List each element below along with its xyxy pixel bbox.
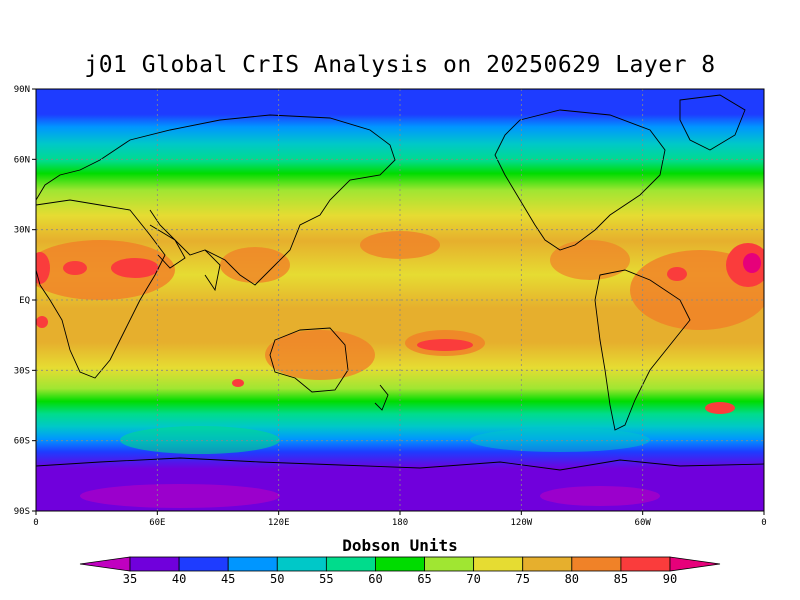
colorbar-swatch [620,556,671,572]
map-title: j01 Global CrIS Analysis on 20250629 Lay… [84,52,716,78]
x-tick-label: 0 [33,518,38,528]
colorbar-level-label: 75 [516,572,530,586]
colorbar-swatch [522,556,573,572]
y-tick-label: 90N [14,85,30,95]
colorbar-level-label: 35 [123,572,137,586]
x-tick-label: 120W [510,518,532,528]
map-grid [36,89,764,511]
x-tick-label: 0 [761,518,766,528]
colorbar-level-label: 55 [319,572,333,586]
colorbar-level-label: 50 [270,572,284,586]
colorbar-level-label: 65 [417,572,431,586]
x-tick-label: 60E [149,518,165,528]
colorbar-level-label: 70 [466,572,480,586]
colorbar-swatch [227,556,278,572]
colorbar: 35 40 45 50 55 60 65 70 75 80 85 90 [79,556,721,586]
x-tick-label: 120E [268,518,290,528]
colorbar-label: Dobson Units [342,536,458,555]
colorbar-swatch [669,556,721,572]
y-axis: 90N 60N 30N EQ 30S 60S 90S [14,85,36,517]
colorbar-swatch [79,556,131,572]
colorbar-level-label: 45 [221,572,235,586]
colorbar-swatch [129,556,180,572]
colorbar-swatch [424,556,475,572]
coastlines [36,94,764,471]
colorbar-swatch [325,556,376,572]
y-tick-label: EQ [19,296,30,306]
colorbar-level-label: 40 [172,572,186,586]
colorbar-level-label: 80 [565,572,579,586]
y-tick-label: 30N [14,226,30,236]
colorbar-level-label: 90 [663,572,677,586]
colorbar-swatch [276,556,327,572]
x-tick-label: 60W [635,518,652,528]
colorbar-level-label: 60 [368,572,382,586]
colorbar-swatch [375,556,425,572]
y-tick-label: 60N [14,155,30,165]
colorbar-swatch [571,556,622,572]
colorbar-swatch [473,556,524,572]
y-tick-label: 60S [14,437,30,447]
x-axis: 0 60E 120E 180 120W 60W 0 [33,511,767,528]
y-tick-label: 90S [14,507,30,517]
x-tick-label: 180 [392,518,408,528]
y-tick-label: 30S [14,366,30,376]
colorbar-swatch [178,556,229,572]
colorbar-level-label: 85 [614,572,628,586]
